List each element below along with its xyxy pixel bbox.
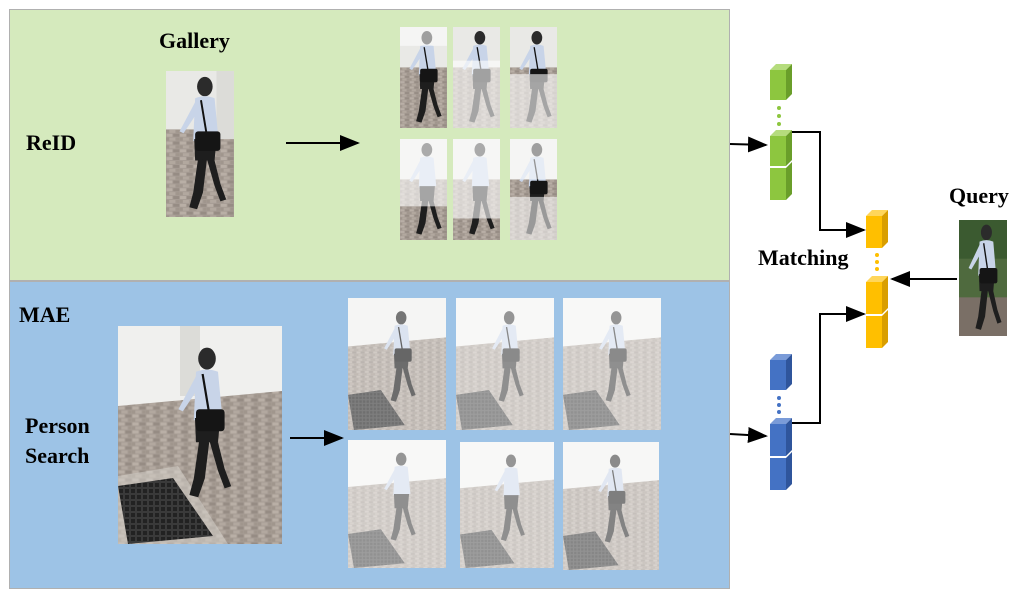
person-search-label-line1: Person <box>25 413 90 438</box>
yellow-feature-cube <box>866 310 888 348</box>
reid-masked-crop <box>510 27 557 128</box>
mae-masked-scene <box>456 298 554 430</box>
matching-label: Matching <box>758 245 849 270</box>
gallery-label: Gallery <box>159 28 230 53</box>
mae-masked-scene <box>460 442 554 568</box>
yellow-feature-cube <box>866 210 888 248</box>
reid-panel <box>9 9 730 281</box>
green-feature-cube <box>770 64 792 100</box>
arrow-right-icon <box>792 131 866 238</box>
green-feature-cube <box>770 130 792 166</box>
query-label: Query <box>949 183 1009 208</box>
mae-masked-scene <box>563 298 661 430</box>
mae-masked-scene <box>348 440 446 568</box>
reid-masked-crop <box>400 27 447 128</box>
blue-feature-cube <box>770 418 792 456</box>
yellow-feature-cube <box>866 276 888 314</box>
person-search-label-line2: Search <box>25 443 90 468</box>
green-feature-cube <box>770 162 792 200</box>
reid-masked-crop <box>510 139 557 240</box>
yellow-dots <box>875 253 879 271</box>
mae-masked-scene <box>563 442 659 570</box>
blue-feature-cube <box>770 354 792 390</box>
arrow-right-icon <box>792 306 866 424</box>
gallery-image <box>166 71 234 217</box>
arrow-right-icon <box>729 427 768 443</box>
mae-masked-scene <box>348 298 446 430</box>
mae-label: MAE <box>19 302 71 327</box>
blue-dots <box>777 396 781 414</box>
arrow-right-icon <box>729 136 768 153</box>
scene-image <box>118 326 282 544</box>
query-image <box>959 220 1007 336</box>
green-dots <box>777 106 781 126</box>
reid-masked-crop <box>453 27 500 128</box>
reid-label: ReID <box>26 130 77 155</box>
reid-masked-crop <box>400 139 447 240</box>
blue-feature-cube <box>770 452 792 490</box>
reid-masked-crop <box>453 139 500 240</box>
